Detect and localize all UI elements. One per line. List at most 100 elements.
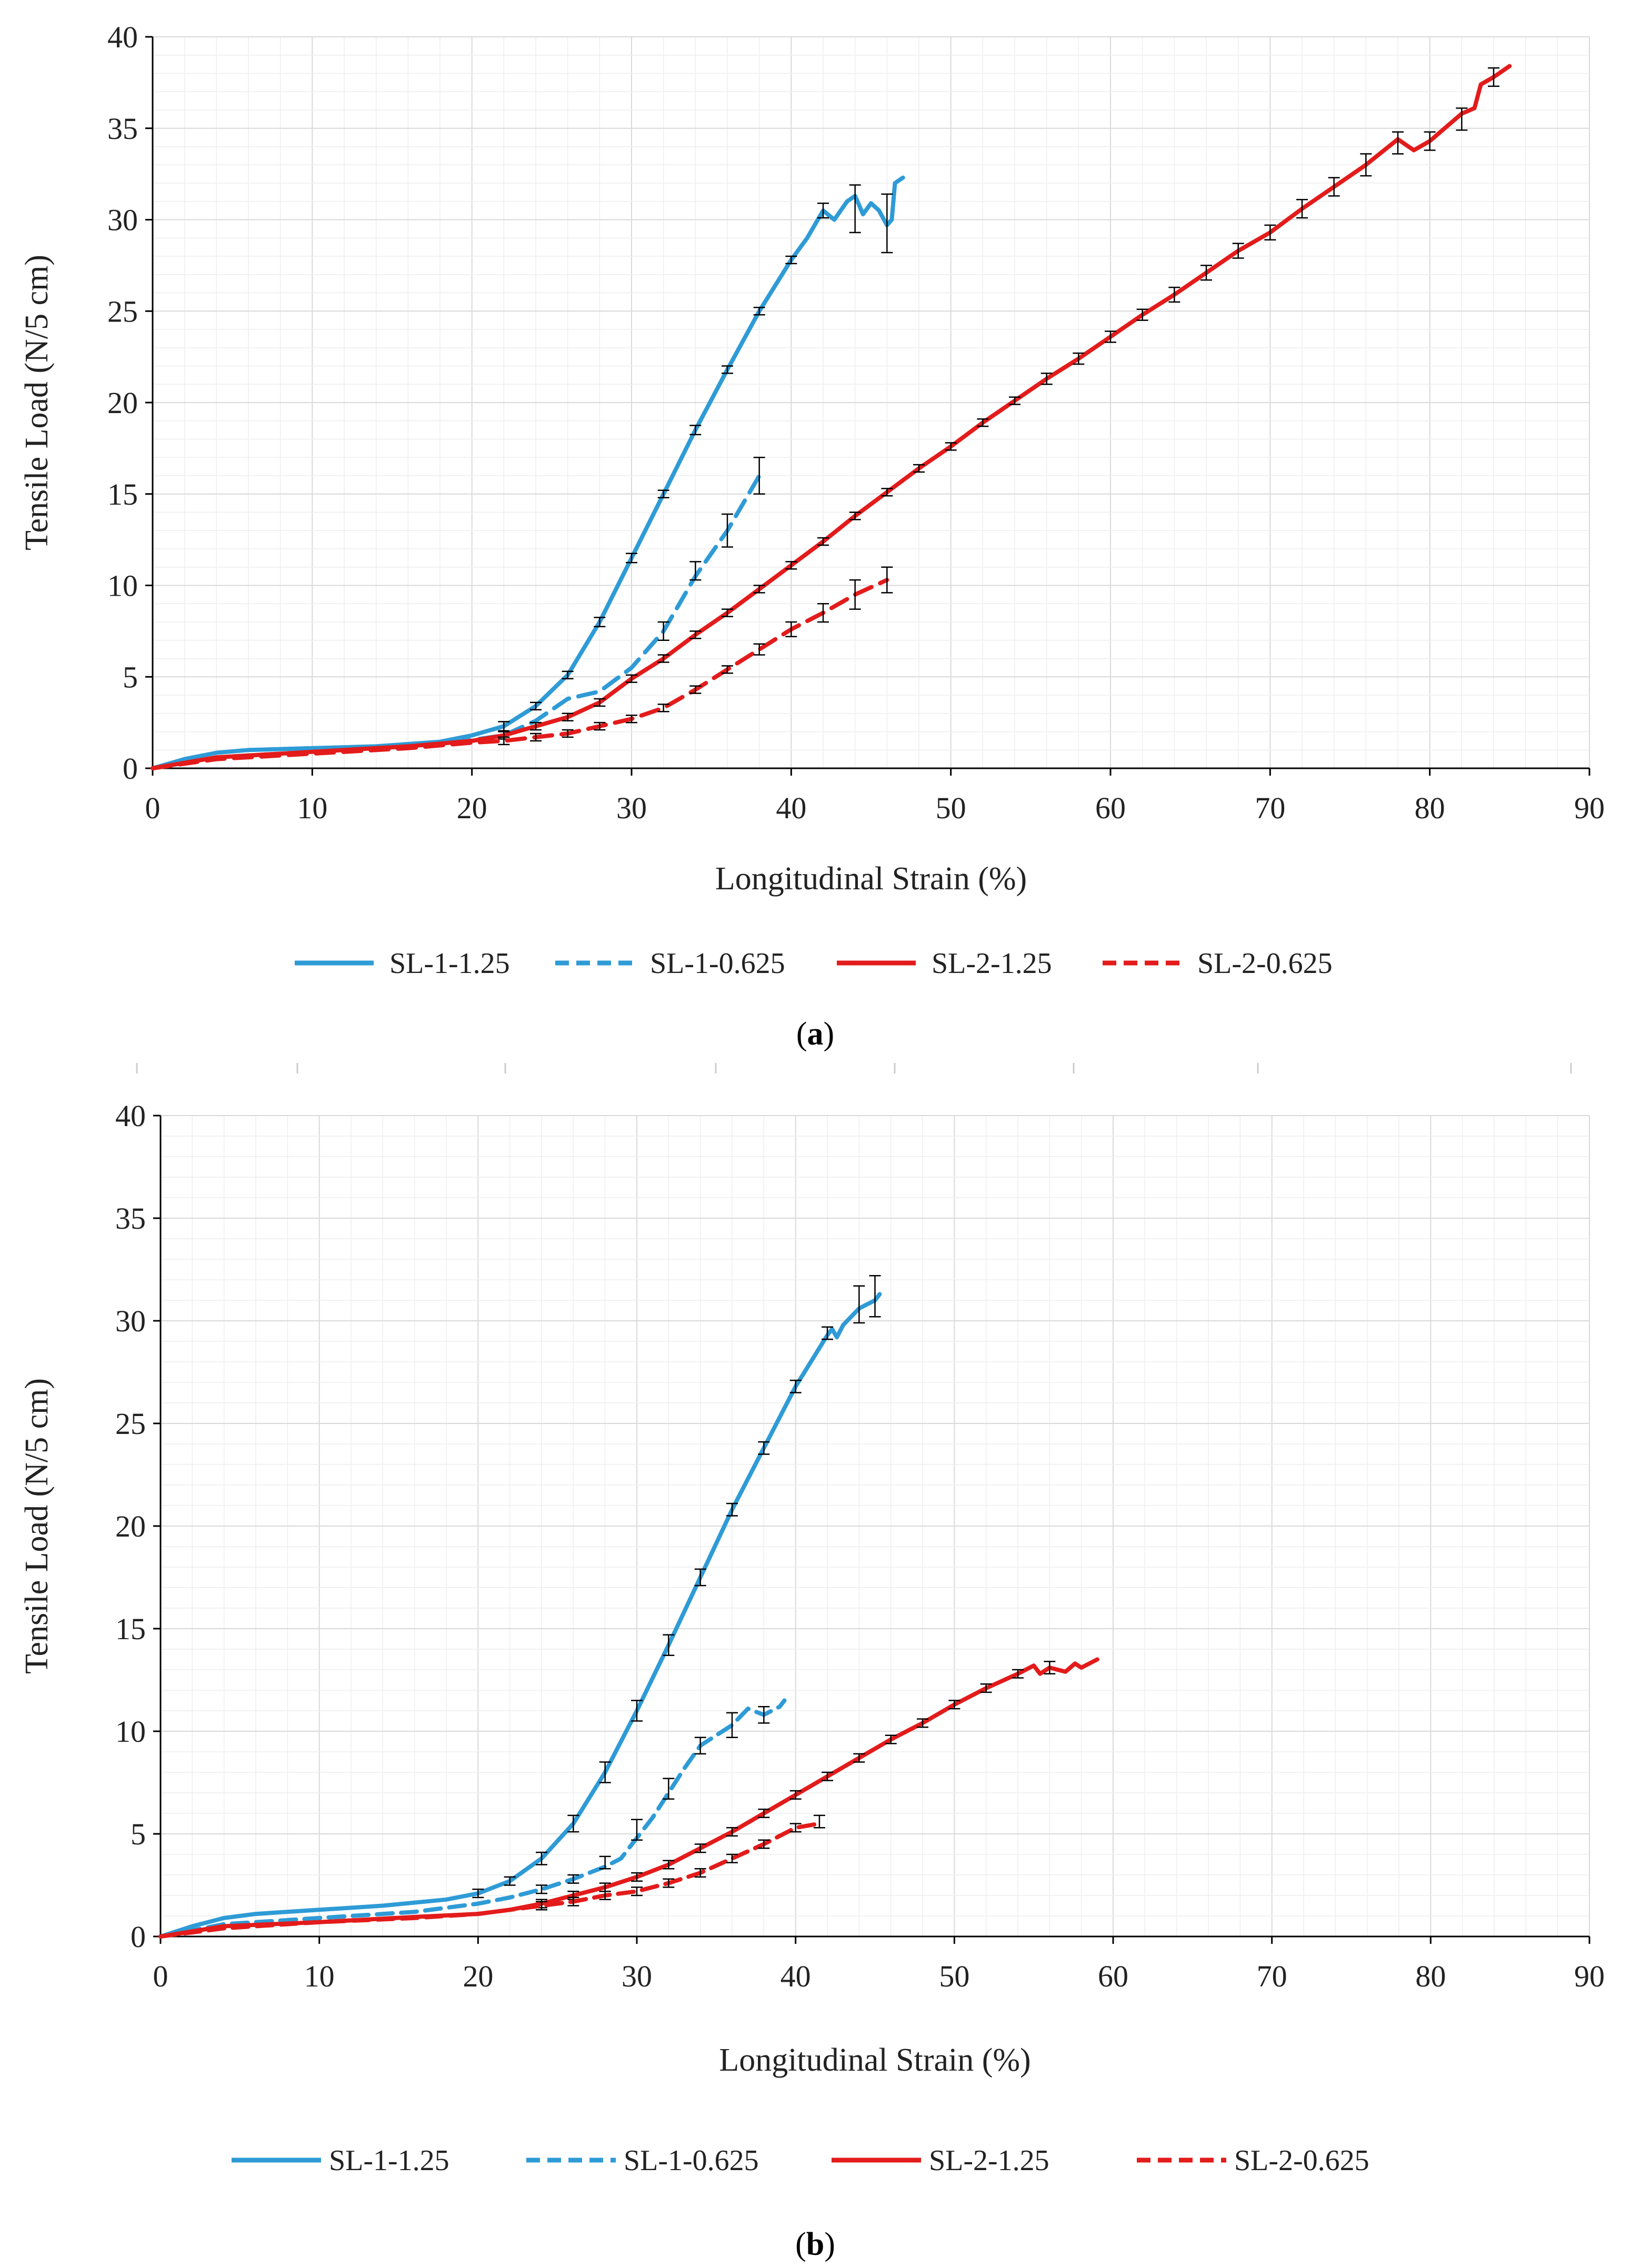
error-bar xyxy=(694,1568,706,1587)
panel-caption: (b) xyxy=(795,2226,835,2262)
error-bar xyxy=(536,1901,547,1911)
x-axis-title: Longitudinal Strain (%) xyxy=(715,861,1027,897)
x-tick-label: 10 xyxy=(297,791,327,825)
error-bar xyxy=(753,307,765,316)
y-tick-label: 40 xyxy=(107,20,138,54)
error-bar xyxy=(881,488,893,497)
error-bar xyxy=(849,579,861,610)
y-tick-label: 5 xyxy=(123,660,138,694)
error-bar xyxy=(694,1868,706,1878)
error-bar xyxy=(853,1285,865,1324)
x-tick-label: 0 xyxy=(153,1959,168,1993)
error-bar xyxy=(849,184,861,234)
panel-b: 0 10 20 30 40 50 60 70 80 90 0 5 10 15 20 25 30 35 40 Longi… xyxy=(19,1099,1605,2262)
error-bar xyxy=(631,1700,643,1722)
y-axis-title: Tensile Load (N/5 cm) xyxy=(19,255,55,550)
error-bar xyxy=(1360,153,1372,177)
error-bar xyxy=(594,698,606,707)
legend-item: SL-1-0.625 xyxy=(526,2144,759,2177)
error-bar xyxy=(567,1896,579,1906)
legend: SL-1-1.25 SL-1-0.625 SL-2-1.25 SL-2-0.625 xyxy=(295,947,1333,980)
error-bar xyxy=(813,1814,825,1829)
x-tick-label: 0 xyxy=(145,791,161,825)
legend-label: SL-2-0.625 xyxy=(1197,947,1333,980)
legend-item: SL-2-1.25 xyxy=(832,2144,1049,2177)
error-bar xyxy=(1424,131,1436,151)
y-tick-label: 40 xyxy=(115,1099,146,1133)
x-tick-label: 30 xyxy=(622,1959,652,1993)
x-tick-label: 60 xyxy=(1098,1959,1128,1993)
error-bar xyxy=(1044,1661,1056,1675)
error-bar xyxy=(1200,265,1212,281)
x-tick-label: 80 xyxy=(1415,1959,1446,1993)
error-bar xyxy=(1136,308,1148,321)
error-bar xyxy=(853,1753,865,1763)
y-tick-label: 15 xyxy=(115,1612,146,1646)
error-bar xyxy=(758,1839,770,1849)
error-bar xyxy=(694,1843,706,1853)
error-bar xyxy=(789,1790,802,1800)
legend-item: SL-1-1.25 xyxy=(232,2144,449,2177)
y-tick-label: 10 xyxy=(115,1714,146,1749)
y-tick-label: 20 xyxy=(107,386,138,420)
series-SL-1-0.625 xyxy=(151,457,765,770)
caption-letter: a xyxy=(807,1016,824,1052)
caption-close: ) xyxy=(824,1016,835,1052)
error-bar xyxy=(1392,131,1404,155)
error-bar xyxy=(1328,177,1340,197)
y-tick-label: 25 xyxy=(107,294,138,328)
legend-label: SL-2-1.25 xyxy=(929,2144,1049,2177)
error-bar xyxy=(498,736,510,746)
error-bar xyxy=(1040,373,1053,385)
error-bar xyxy=(562,729,574,738)
error-bar xyxy=(789,1823,802,1833)
series-line xyxy=(151,64,1512,770)
y-tick-label: 15 xyxy=(107,477,138,511)
y-tick-label: 0 xyxy=(131,1920,146,1954)
error-bar xyxy=(1105,330,1116,343)
error-bar xyxy=(530,701,542,711)
series-SL-1-0.625 xyxy=(158,1698,787,1939)
error-bar xyxy=(663,1860,675,1870)
y-tick-label: 5 xyxy=(131,1817,146,1851)
error-bar xyxy=(536,1851,547,1865)
y-tick-label: 30 xyxy=(115,1304,146,1338)
legend: SL-1-1.25 SL-1-0.625 SL-2-1.25 SL-2-0.625 xyxy=(232,2144,1369,2177)
x-tick-label: 50 xyxy=(936,791,966,825)
error-bar xyxy=(913,464,925,473)
y-tick-label: 10 xyxy=(107,569,138,603)
error-bar xyxy=(530,721,542,731)
error-bar xyxy=(504,1876,516,1886)
error-bar xyxy=(726,1853,738,1863)
panel-a: 0 10 20 30 40 50 60 70 80 90 0 5 10 15 20 25 30 35 40 Longi… xyxy=(19,20,1605,1052)
error-bar xyxy=(631,1886,643,1896)
y-tick-label: 20 xyxy=(115,1509,146,1543)
x-tick-label: 90 xyxy=(1574,1959,1605,1993)
error-bar xyxy=(562,670,574,679)
error-bar xyxy=(758,1441,770,1455)
caption-close: ) xyxy=(824,2226,835,2262)
error-bar xyxy=(722,513,733,548)
error-bar xyxy=(594,617,606,627)
error-bar xyxy=(626,674,637,683)
error-bar xyxy=(817,202,829,219)
series-SL-2-0.625 xyxy=(158,1814,825,1939)
caption-open: ( xyxy=(795,2226,806,2262)
plot-gridlines xyxy=(152,36,1590,769)
error-bar xyxy=(1012,1669,1024,1679)
error-bar xyxy=(726,1502,738,1517)
x-tick-label: 70 xyxy=(1257,1959,1287,1993)
error-bar xyxy=(472,1889,484,1899)
error-bar xyxy=(631,1819,643,1841)
error-bar xyxy=(1296,199,1308,219)
error-bar xyxy=(881,566,893,594)
x-tick-label: 50 xyxy=(939,1959,969,1993)
error-bar xyxy=(758,1808,770,1819)
error-bar xyxy=(822,1771,833,1781)
error-bar xyxy=(885,1734,897,1744)
error-bar xyxy=(726,1712,738,1738)
error-bar xyxy=(694,1737,706,1755)
series-line xyxy=(158,1821,822,1939)
caption-letter: b xyxy=(806,2226,824,2262)
error-bar xyxy=(626,553,637,564)
